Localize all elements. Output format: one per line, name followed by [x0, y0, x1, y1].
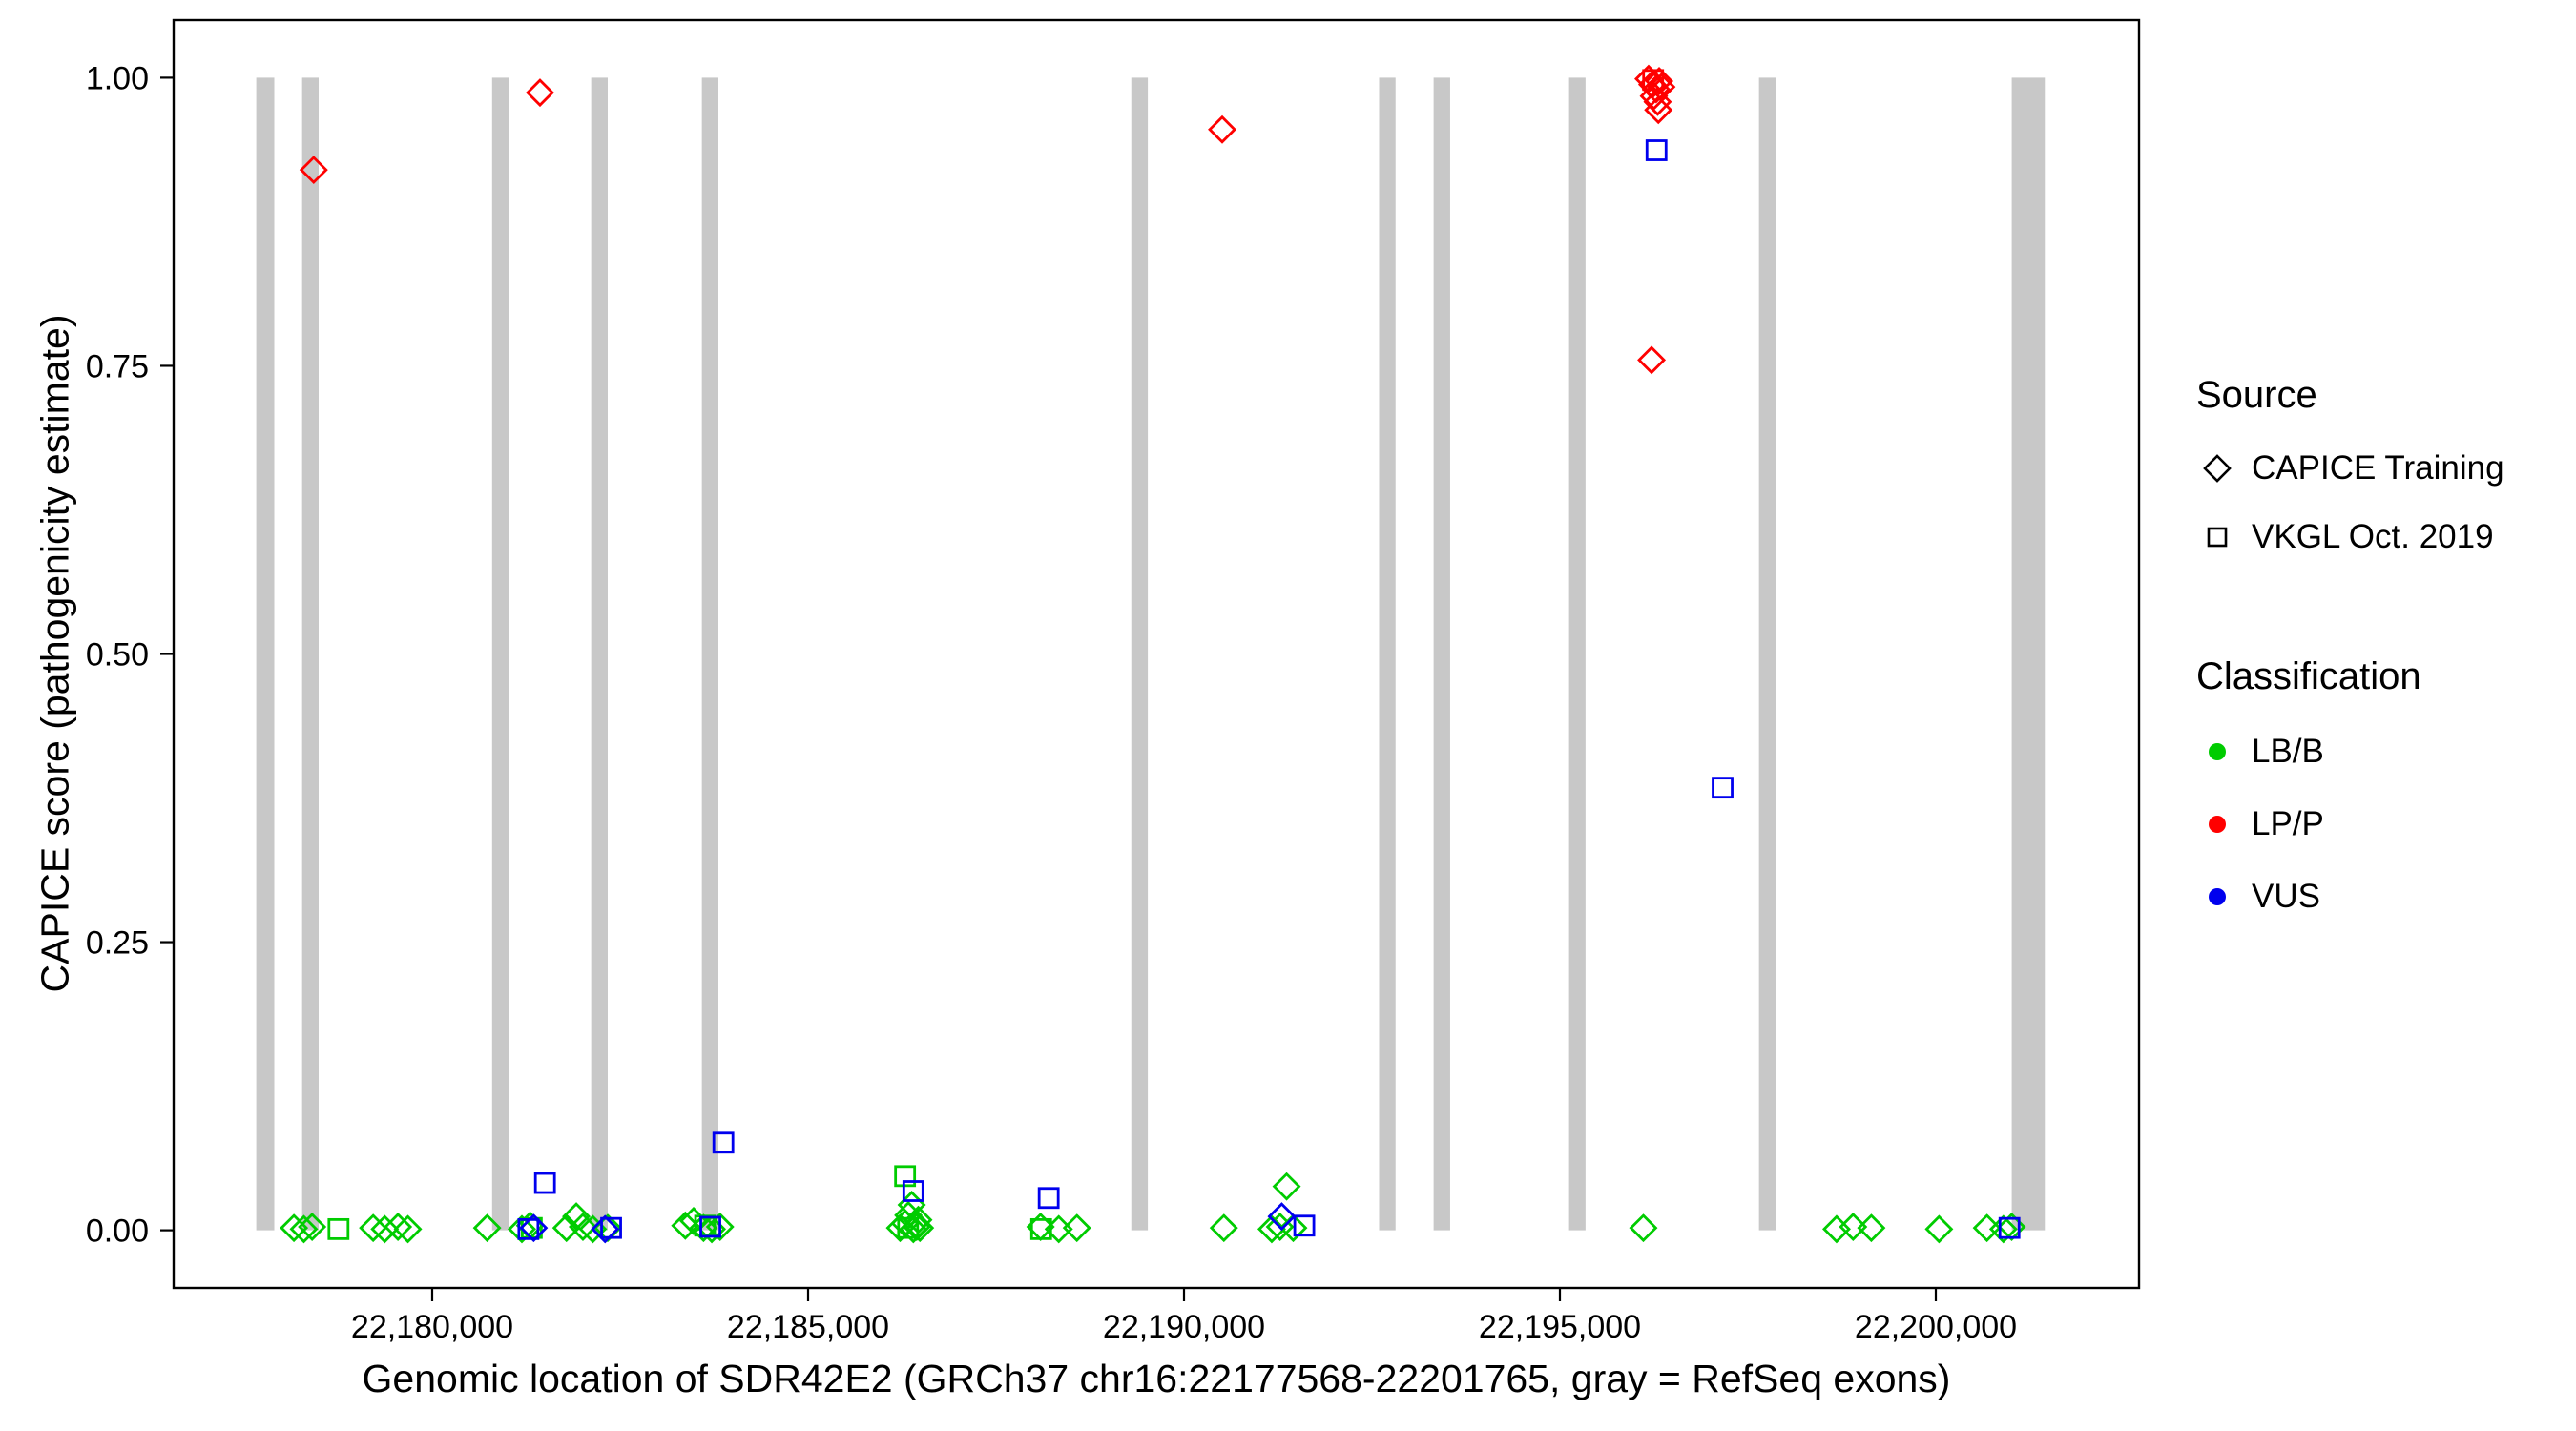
- data-point-square: [1998, 1216, 2021, 1239]
- x-tick-label: 22,195,000: [1479, 1309, 1641, 1345]
- data-point-diamond: [1267, 1202, 1297, 1232]
- y-tick-label: 1.00: [86, 60, 149, 96]
- data-point-square: [327, 1217, 350, 1240]
- data-point-diamond: [1637, 345, 1667, 375]
- exon-bar: [1433, 77, 1450, 1231]
- legend: Source CAPICE Training VKGL Oct. 2019 Cla…: [2196, 374, 2568, 933]
- color-dot-icon: [2209, 816, 2226, 833]
- y-tick-label: 0.00: [86, 1213, 149, 1250]
- exon-bar: [256, 77, 275, 1231]
- data-point-diamond: [1972, 1213, 2002, 1243]
- x-axis-title: Genomic location of SDR42E2 (GRCh37 chr1…: [362, 1357, 1951, 1400]
- legend-source-title: Source: [2196, 374, 2317, 416]
- y-tick-label: 0.25: [86, 925, 149, 962]
- y-tick-label: 0.50: [86, 637, 149, 674]
- legend-item-label: VKGL Oct. 2019: [2252, 518, 2494, 555]
- data-point-diamond: [671, 1211, 700, 1240]
- data-point-square: [1712, 777, 1734, 799]
- data-point-square: [517, 1217, 540, 1240]
- data-point-diamond: [289, 1214, 319, 1244]
- x-tick-label: 22,200,000: [1855, 1309, 2017, 1345]
- legend-classification-item: LB/B: [2196, 716, 2568, 788]
- data-point-diamond: [526, 78, 554, 108]
- data-point-diamond: [1062, 1213, 1091, 1243]
- data-point-diamond: [1644, 95, 1673, 125]
- diamond-icon: [2203, 454, 2232, 483]
- data-point-diamond: [298, 1212, 327, 1241]
- square-icon: [2207, 527, 2228, 548]
- data-point-square: [1029, 1217, 1052, 1240]
- exon-bar: [1568, 77, 1586, 1231]
- exon-bar: [1379, 77, 1396, 1231]
- exon-bar: [591, 77, 608, 1231]
- data-point-square: [533, 1172, 556, 1194]
- data-point-diamond: [705, 1212, 735, 1241]
- data-point-diamond: [562, 1202, 592, 1232]
- data-point-diamond: [1257, 1214, 1286, 1244]
- data-point-diamond: [472, 1213, 502, 1243]
- legend-item-label: VUS: [2252, 878, 2320, 915]
- data-point-diamond: [1629, 1213, 1658, 1243]
- legend-item-label: CAPICE Training: [2252, 449, 2504, 487]
- exon-bar: [701, 77, 718, 1231]
- data-point-diamond: [370, 1214, 400, 1244]
- data-point-diamond: [1639, 81, 1669, 111]
- legend-classification-item: LP/P: [2196, 788, 2568, 861]
- color-dot-icon: [2209, 888, 2226, 905]
- data-point-square: [712, 1131, 735, 1154]
- legend-classification-items: LB/B LP/P VUS: [2196, 716, 2568, 933]
- data-point-diamond: [1208, 114, 1237, 144]
- data-point-diamond: [569, 1212, 597, 1241]
- exon-bar: [1758, 77, 1776, 1231]
- legend-source-items: CAPICE Training VKGL Oct. 2019: [2196, 434, 2568, 571]
- exon-bar: [1131, 77, 1149, 1231]
- legend-item-label: LB/B: [2252, 733, 2324, 770]
- data-point-diamond: [1272, 1172, 1301, 1201]
- legend-item-label: LP/P: [2252, 805, 2324, 842]
- legend-classification-title: Classification: [2196, 655, 2421, 697]
- data-point-diamond: [1643, 87, 1672, 116]
- data-point-diamond: [591, 1214, 620, 1244]
- data-point-square: [902, 1180, 924, 1202]
- data-point-diamond: [1988, 1214, 2018, 1244]
- data-point-diamond: [359, 1213, 388, 1243]
- x-tick-label: 22,185,000: [727, 1309, 889, 1345]
- data-point-diamond: [1839, 1212, 1868, 1241]
- exon-bar: [2011, 77, 2046, 1231]
- data-point-diamond: [1634, 64, 1663, 93]
- data-point-diamond: [1924, 1214, 1954, 1244]
- data-point-square: [600, 1216, 622, 1239]
- plot-panel-border: [172, 18, 2141, 1290]
- data-point-diamond: [384, 1212, 413, 1241]
- data-point-square: [1293, 1214, 1316, 1237]
- data-point-square: [1645, 139, 1668, 161]
- legend-source-item: VKGL Oct. 2019: [2196, 503, 2568, 571]
- y-tick-label: 0.75: [86, 348, 149, 384]
- color-dot-icon: [2209, 743, 2226, 760]
- data-point-diamond: [1822, 1214, 1851, 1244]
- data-point-diamond: [508, 1214, 536, 1244]
- x-tick-label: 22,180,000: [351, 1309, 513, 1345]
- data-point-diamond: [1645, 67, 1673, 96]
- legend-source-item: CAPICE Training: [2196, 434, 2568, 503]
- data-point-diamond: [519, 1213, 549, 1243]
- data-point-diamond: [299, 156, 328, 185]
- data-point-square: [1037, 1187, 1060, 1210]
- legend-classification-item: VUS: [2196, 861, 2568, 933]
- data-point-diamond: [905, 1213, 935, 1243]
- x-tick-label: 22,190,000: [1103, 1309, 1265, 1345]
- exon-bar: [301, 77, 320, 1231]
- data-point-diamond: [393, 1214, 423, 1244]
- data-point-diamond: [1857, 1213, 1886, 1243]
- y-axis-title: CAPICE score (pathogenicity estimate): [32, 314, 77, 993]
- data-point-square: [699, 1215, 721, 1238]
- exon-bar: [491, 77, 509, 1231]
- data-point-square: [1642, 69, 1665, 92]
- data-point-square: [897, 1216, 920, 1239]
- data-point-diamond: [1209, 1213, 1238, 1243]
